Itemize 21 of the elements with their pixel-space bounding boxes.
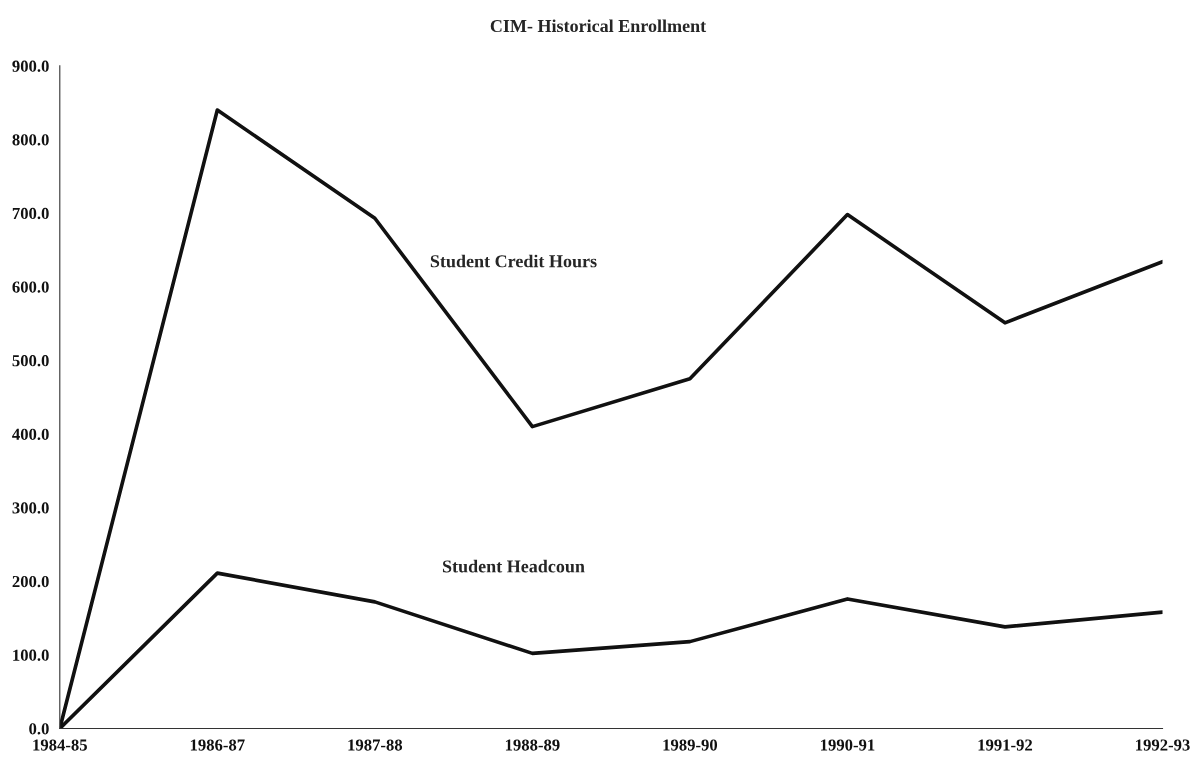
text: Student Headcoun: [442, 559, 585, 573]
x-tick-label: 1988-89: [505, 739, 560, 751]
y-tick-label: 600.0: [12, 281, 49, 293]
y-tick-label: 300.0: [12, 502, 49, 514]
x-tick-label: 1987-88: [348, 739, 403, 751]
x-tick-label: 1989-90: [663, 739, 718, 751]
y-tick-label: 800.0: [12, 134, 49, 146]
x-tick-label: 1990-91: [821, 739, 875, 751]
y-tick-label: 400.0: [12, 428, 49, 441]
y-tick-label: 500.0: [12, 355, 49, 367]
x-tick-label: 1992-93: [1136, 739, 1190, 751]
series-label: Student Credit Hours: [430, 254, 597, 268]
y-tick-label: 100.0: [13, 649, 49, 661]
x-tick-label: 1986-87: [190, 739, 245, 751]
y-tick-label: 900.0: [12, 60, 49, 72]
y-tick-label: 0.0: [29, 723, 49, 735]
x-tick-label: 1984-85: [33, 739, 87, 751]
chart-title: CIM- Historical Enrollment: [490, 19, 707, 33]
y-tick-label: 200.0: [12, 575, 49, 588]
y-tick-label: 700.0: [12, 207, 49, 220]
x-tick-label: 1991-92: [978, 739, 1033, 751]
